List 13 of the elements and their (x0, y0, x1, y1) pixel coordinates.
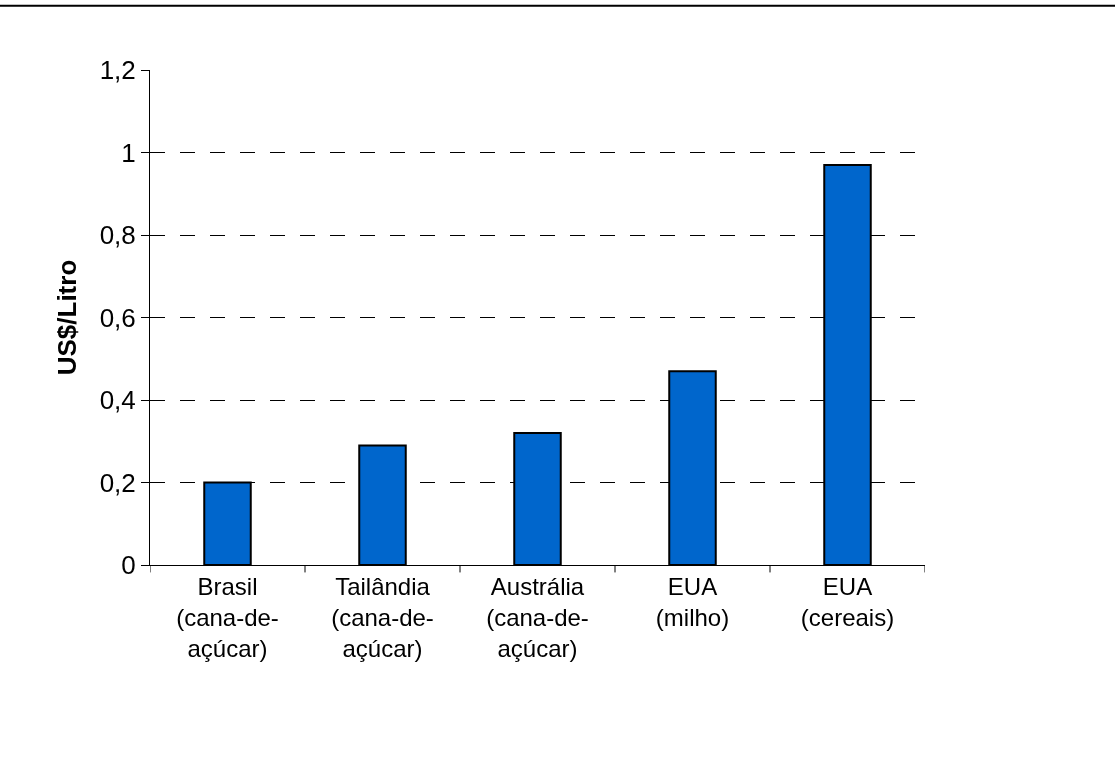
y-tick-label: 1 (121, 137, 136, 168)
x-tick-label: EUA (milho) (655, 572, 730, 631)
y-tick-label: 0,8 (99, 220, 136, 251)
y-tick-label: 0,4 (99, 385, 136, 416)
y-tick-label: 0,2 (99, 467, 136, 498)
y-axis-title: US$/Litro (52, 259, 83, 376)
y-tick-label: 0 (121, 550, 136, 581)
x-tick-label: EUA (cereais) (800, 572, 895, 631)
y-tick-label: 0,6 (99, 302, 136, 333)
x-tick-label: Tailândia (cana-de- açúcar) (331, 572, 434, 663)
y-tick-label: 1,2 (99, 55, 136, 86)
x-tick-label: Brasil (cana-de- açúcar) (176, 572, 279, 663)
x-tick-label: Austrália (cana-de- açúcar) (486, 572, 589, 663)
